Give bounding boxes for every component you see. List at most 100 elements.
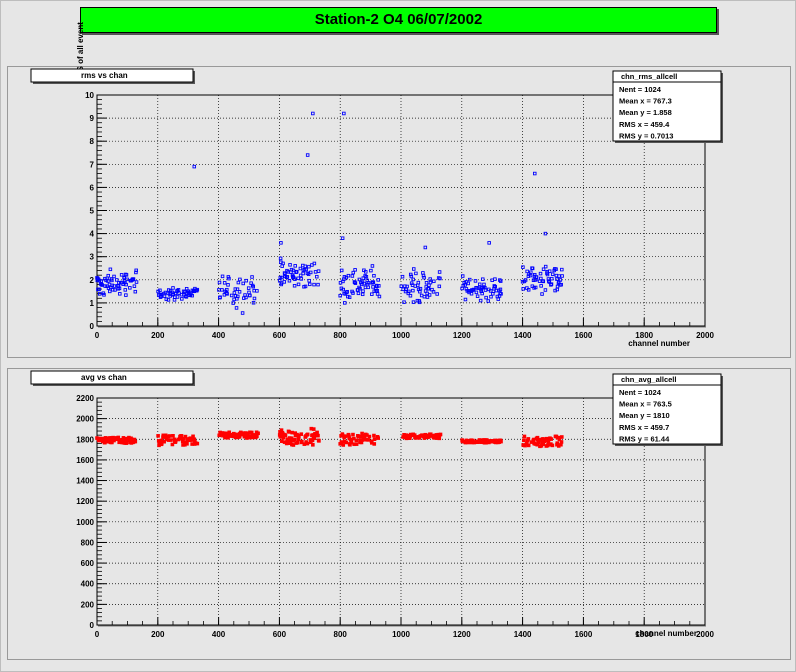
data-point	[543, 231, 548, 236]
data-point	[371, 285, 375, 289]
y-tick-label: 2200	[76, 394, 94, 403]
data-point	[112, 274, 116, 279]
x-tick-label: 1200	[453, 331, 471, 340]
pad-rms-border	[7, 66, 791, 358]
data-point	[498, 279, 503, 283]
data-point	[103, 284, 107, 288]
data-point	[549, 283, 553, 287]
data-point	[195, 287, 200, 292]
data-point	[370, 264, 375, 268]
data-point	[408, 272, 413, 277]
data-point	[159, 438, 163, 443]
data-point	[525, 441, 529, 446]
data-point	[304, 267, 308, 272]
data-point	[499, 439, 503, 444]
data-point	[352, 442, 356, 447]
data-point	[108, 267, 113, 272]
data-point	[123, 288, 128, 292]
data-point	[491, 439, 495, 443]
data-point	[402, 433, 406, 437]
x-tick-label: 1800	[635, 630, 653, 639]
data-point	[529, 440, 534, 444]
data-point	[521, 287, 525, 291]
data-point	[366, 438, 370, 442]
stats-line: RMS x = 459.4	[619, 120, 670, 129]
data-point	[308, 282, 312, 287]
data-point	[401, 435, 405, 439]
data-point	[134, 270, 138, 275]
data-point	[535, 435, 540, 440]
data-point	[438, 276, 442, 281]
data-point	[255, 434, 259, 438]
data-point	[369, 268, 373, 273]
data-point	[360, 438, 365, 442]
data-point	[543, 264, 548, 269]
data-point	[303, 264, 307, 269]
x-tick-label: 200	[151, 331, 165, 340]
x-tick-label: 800	[334, 331, 348, 340]
data-point	[414, 271, 418, 276]
data-point	[366, 285, 370, 290]
data-point	[291, 438, 295, 443]
y-tick-label: 1	[90, 299, 95, 308]
y-tick-label: 800	[81, 538, 95, 547]
stats-name: chn_avg_allcell	[621, 375, 676, 384]
data-point	[312, 261, 317, 266]
data-point	[377, 284, 381, 288]
data-point	[156, 439, 161, 443]
data-point	[539, 284, 543, 288]
data-point	[225, 287, 229, 292]
data-point	[221, 433, 225, 438]
y-tick-label: 3	[90, 253, 95, 262]
data-point	[167, 434, 172, 438]
data-point	[403, 284, 407, 288]
data-point	[240, 311, 245, 315]
data-point	[544, 436, 549, 441]
stats-line: RMS x = 459.7	[619, 423, 669, 432]
x-tick-label: 200	[151, 630, 165, 639]
data-point	[131, 277, 136, 281]
x-tick-label: 600	[273, 630, 287, 639]
data-point	[306, 272, 311, 277]
chart-title-box	[30, 370, 194, 385]
data-point	[100, 436, 105, 441]
data-point	[555, 435, 560, 440]
y-tick-label: 200	[81, 600, 95, 609]
data-point	[241, 281, 245, 286]
data-point	[550, 443, 555, 448]
data-point	[309, 426, 314, 431]
data-point	[305, 441, 310, 446]
data-point	[169, 438, 173, 442]
data-point	[541, 442, 546, 446]
x-tick-label: 1000	[392, 331, 410, 340]
data-point	[353, 268, 357, 272]
data-point	[112, 284, 117, 288]
data-point	[311, 111, 315, 116]
data-point	[217, 433, 222, 438]
data-point	[344, 440, 349, 445]
data-point	[438, 432, 443, 437]
data-point	[227, 276, 231, 281]
data-point	[426, 287, 431, 291]
data-point	[560, 274, 564, 278]
pad-avg-border	[7, 368, 791, 660]
stats-name: chn_rms_allcell	[621, 72, 677, 81]
data-point	[363, 270, 368, 274]
data-point	[256, 431, 260, 436]
data-point	[220, 274, 225, 279]
data-point	[403, 289, 408, 294]
data-point	[463, 297, 468, 302]
data-point	[437, 436, 442, 441]
data-point	[557, 437, 562, 442]
data-point	[498, 287, 503, 292]
data-point	[107, 436, 112, 440]
data-point	[466, 281, 470, 286]
chart-title: avg vs chan	[81, 373, 127, 382]
data-point	[376, 278, 380, 282]
data-point	[286, 439, 291, 444]
y-tick-label: 400	[81, 580, 95, 589]
data-point	[422, 275, 426, 280]
data-point	[131, 440, 136, 444]
data-point	[162, 294, 167, 298]
data-point	[356, 291, 361, 296]
